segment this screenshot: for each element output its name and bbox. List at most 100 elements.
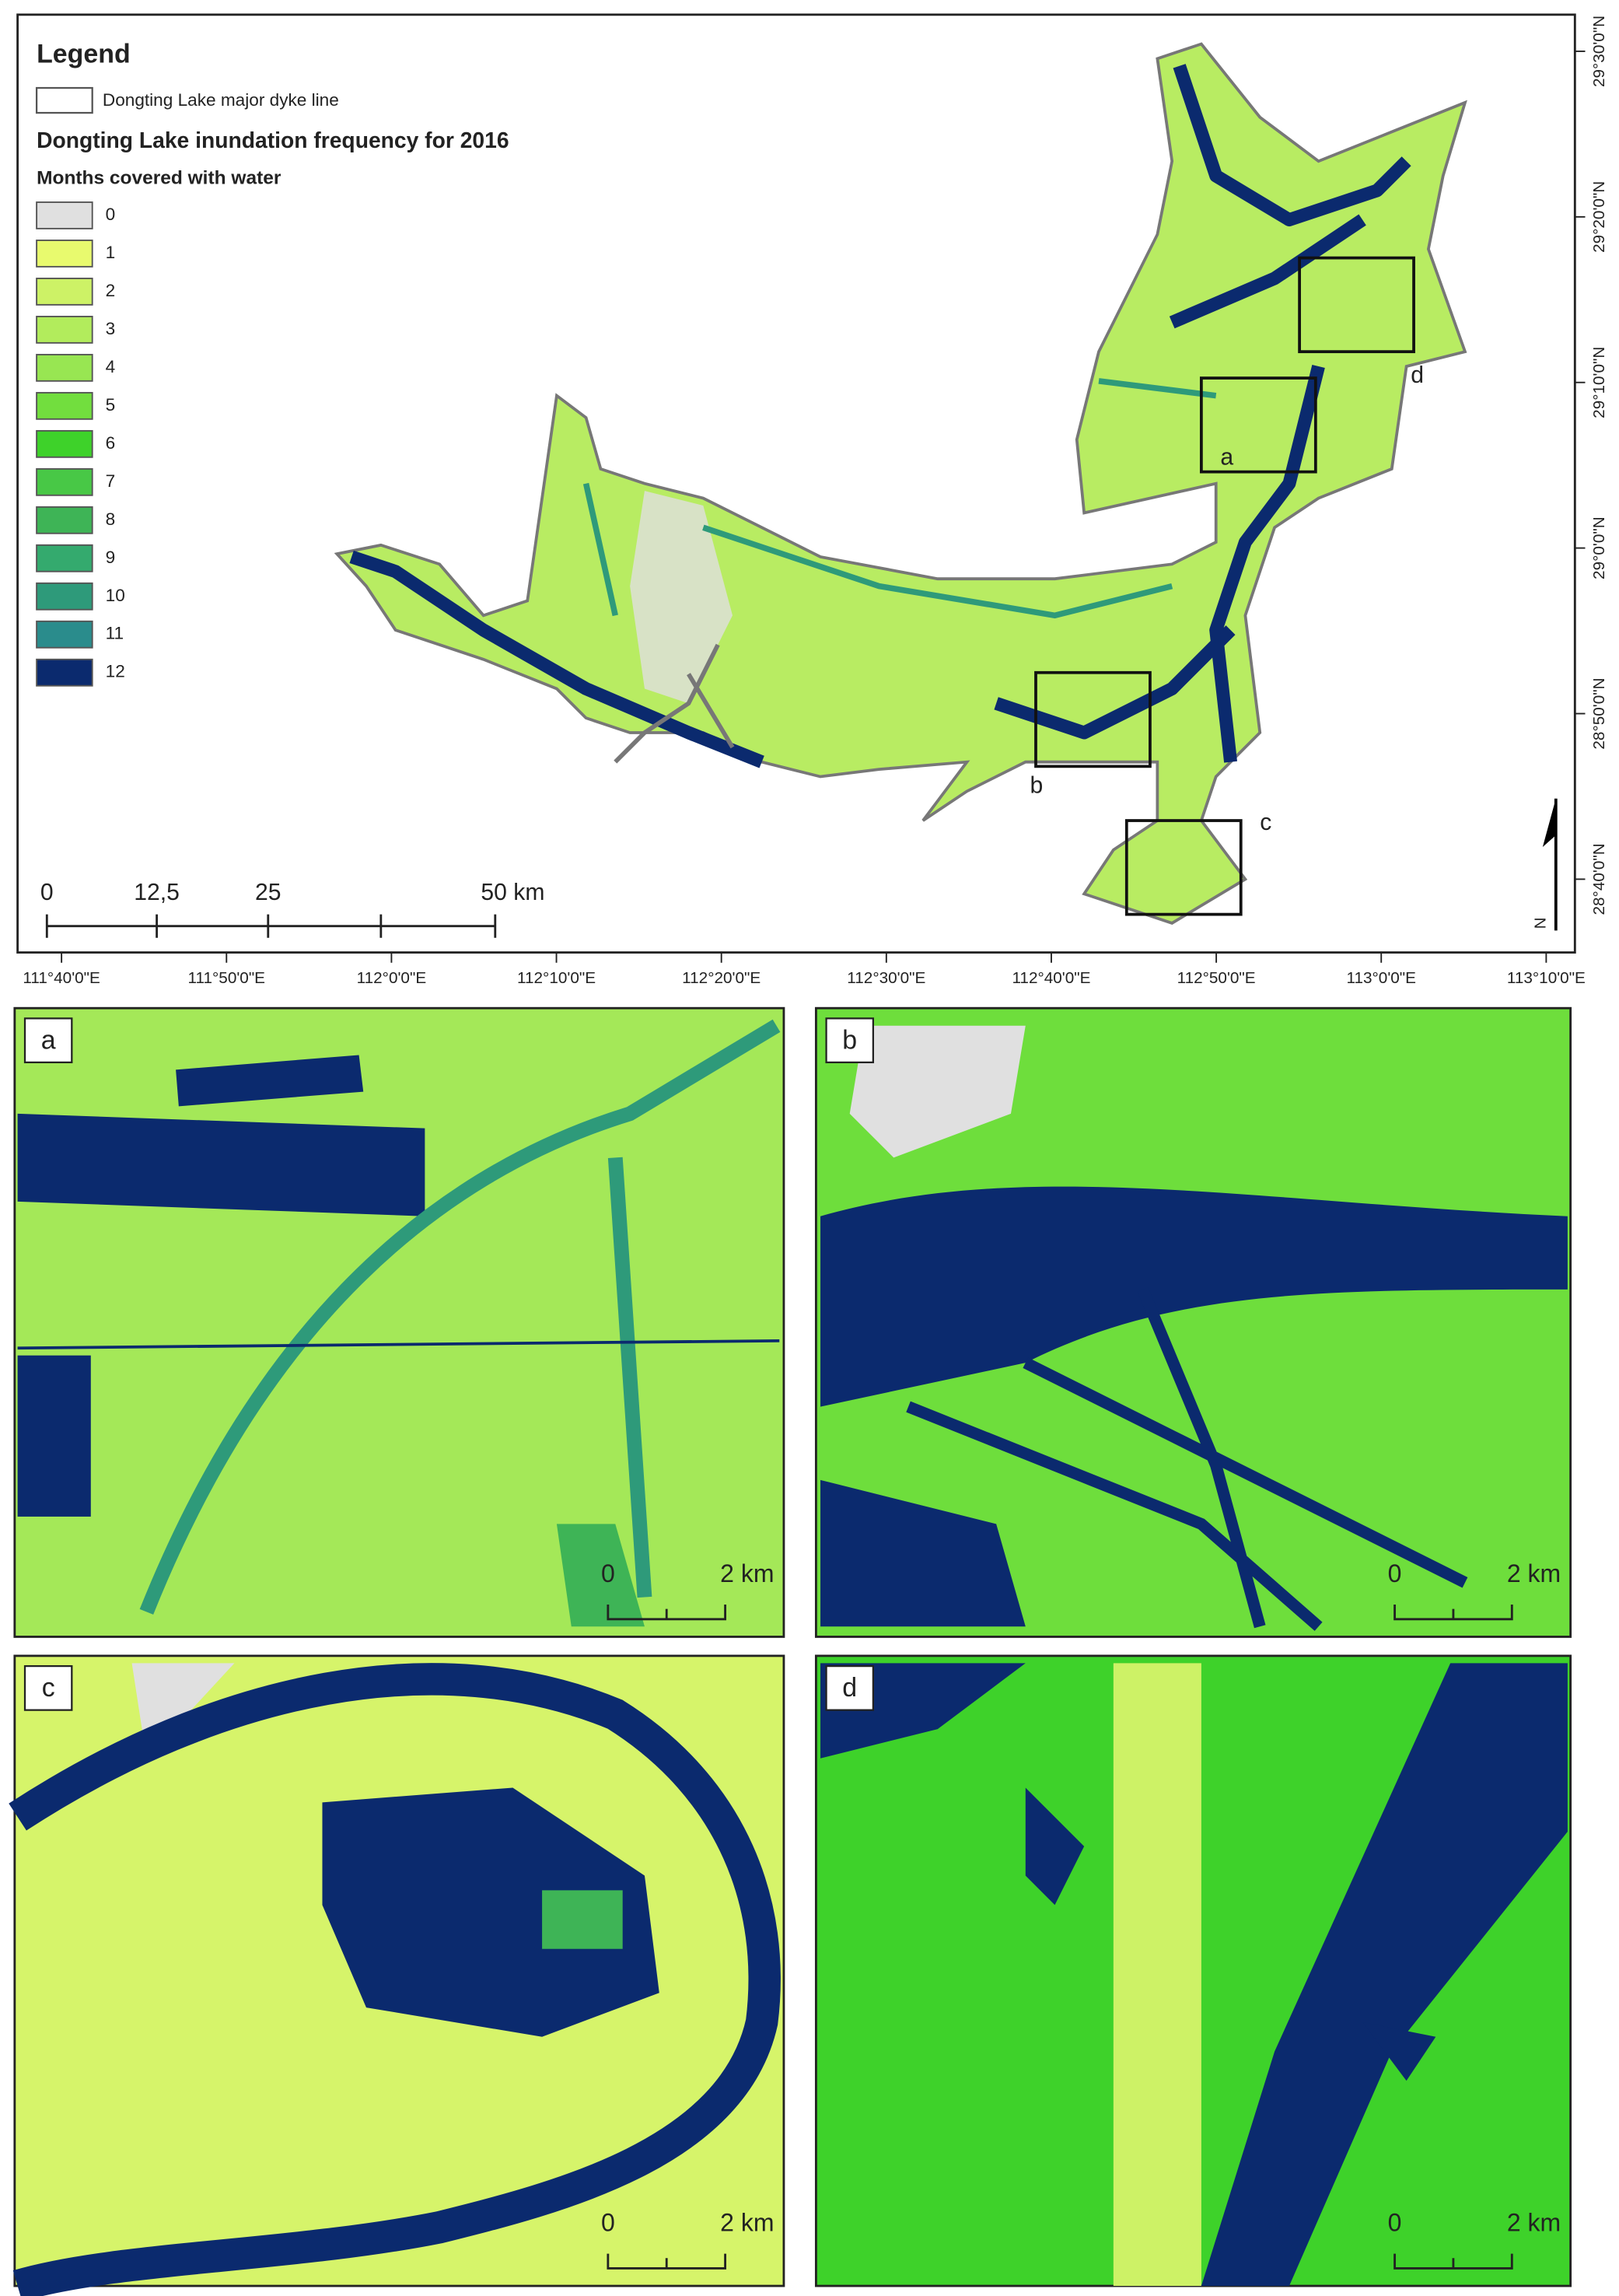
panel-b [814,1006,1572,1638]
legend-swatch [36,467,93,496]
scale-label: 0 [40,880,54,905]
field [556,1524,645,1627]
legend-label: 5 [106,395,116,415]
legend-label: 7 [106,471,116,491]
panel-scale-label: 2 km [720,1559,774,1587]
panel-scale-label: 2 km [1507,2208,1561,2236]
inset-box [1034,670,1152,768]
panel-scale-bar [1393,1604,1513,1621]
frequency-title: Dongting Lake inundation frequency for 2… [37,128,509,152]
water-area [820,1479,1026,1627]
legend-label: 9 [106,548,116,567]
legend-label: 3 [106,319,116,338]
channel [906,1287,1468,1631]
north-label: N [1531,917,1549,929]
field [542,1890,623,1949]
panel-scale-label: 2 km [720,2208,774,2236]
panel-scale-bar [607,2253,726,2270]
legend-label: 2 [106,281,116,300]
inset-label: c [1260,810,1271,835]
panel-scale-bar [607,1604,726,1621]
legend-swatch [36,201,93,229]
water-area [17,1113,425,1216]
panel-scale-label: 0 [1388,2208,1402,2236]
panel-scale-label: 2 km [1507,1559,1561,1587]
lon-label: 112°30'0"E [847,969,925,987]
inset-box [1298,256,1415,354]
dry-area [630,491,733,704]
lon-label: 113°0'0"E [1346,969,1416,987]
dry-area [849,1025,1026,1158]
lon-label: 112°40'0"E [1012,969,1090,987]
legend-label: 8 [106,509,116,529]
scale-label: 50 km [481,880,544,905]
river [9,1663,781,2296]
panel-label: c [42,1673,55,1703]
legend-label: 4 [106,357,116,376]
legend-swatch [36,582,93,611]
panel-scale-label: 0 [1388,1559,1402,1587]
main-channel [349,64,1411,768]
legend-swatch [36,544,93,572]
water-area [322,1787,659,2037]
panel-label-box [23,1017,73,1064]
legend-label: 6 [106,433,116,453]
panel-scale-label: 0 [601,1559,615,1587]
lon-label: 111°50'0"E [188,969,265,987]
dry-area [1113,1663,1201,2287]
legend-swatch [36,620,93,649]
legend-swatch [36,391,93,420]
legend-label: 12 [106,662,125,681]
lat-label: 29°10'0"N [1590,347,1608,418]
inset-box [1199,376,1317,474]
inset-label: b [1030,773,1043,799]
legend-title: Legend [37,40,131,69]
lat-label: 29°0'0"N [1590,516,1608,579]
dyke-swatch [35,86,93,114]
inset-box [1124,819,1243,916]
lat-label: 28°40'0"N [1590,843,1608,915]
lon-label: 112°0'0"E [357,969,426,987]
channel [139,1019,781,1615]
water-area [176,1055,364,1107]
dyke [17,1339,780,1350]
legend-label: 10 [106,586,125,605]
panel-label-box [825,1664,874,1711]
dyke-label: Dongting Lake major dyke line [103,90,339,110]
panel-d [814,1654,1572,2287]
inset-label: a [1220,445,1233,471]
legend-label: 11 [106,624,124,643]
lat-label: 28°50'0"N [1590,677,1608,749]
legend-label: 0 [106,205,116,224]
legend-swatch [36,658,93,687]
panel-frame [13,1006,785,1638]
lat-label: 29°30'0"N [1590,16,1608,87]
legend-swatch [36,316,93,344]
legend-swatch [36,240,93,268]
legend-swatch [36,429,93,458]
water-area [1201,1663,1568,2287]
legend-swatch [36,278,93,306]
inset-label: d [1411,362,1424,388]
scale-label: 25 [255,880,281,905]
water-area [17,1355,91,1517]
panel-scale-bar [1393,2253,1513,2270]
panel-label: b [842,1025,857,1055]
legend-swatch [36,353,93,382]
lon-label: 112°20'0"E [682,969,761,987]
panel-label-box [23,1664,73,1711]
panel-c [9,1654,785,2296]
water-area [820,1186,1568,1407]
legend-swatch [36,506,93,534]
panel-a [13,1006,785,1638]
lon-label: 111°40'0"E [23,969,100,987]
panel-scale-label: 0 [601,2208,615,2236]
lon-label: 112°10'0"E [517,969,596,987]
river-delta [614,643,735,764]
lon-label: 113°10'0"E [1507,969,1586,987]
secondary-channel [582,378,1217,619]
figure-content: 0 12,5 25 50 km N Legend Dongting Lake majo… [9,13,1608,2296]
lon-label: 112°50'0"E [1177,969,1256,987]
panel-label-box [825,1017,874,1064]
